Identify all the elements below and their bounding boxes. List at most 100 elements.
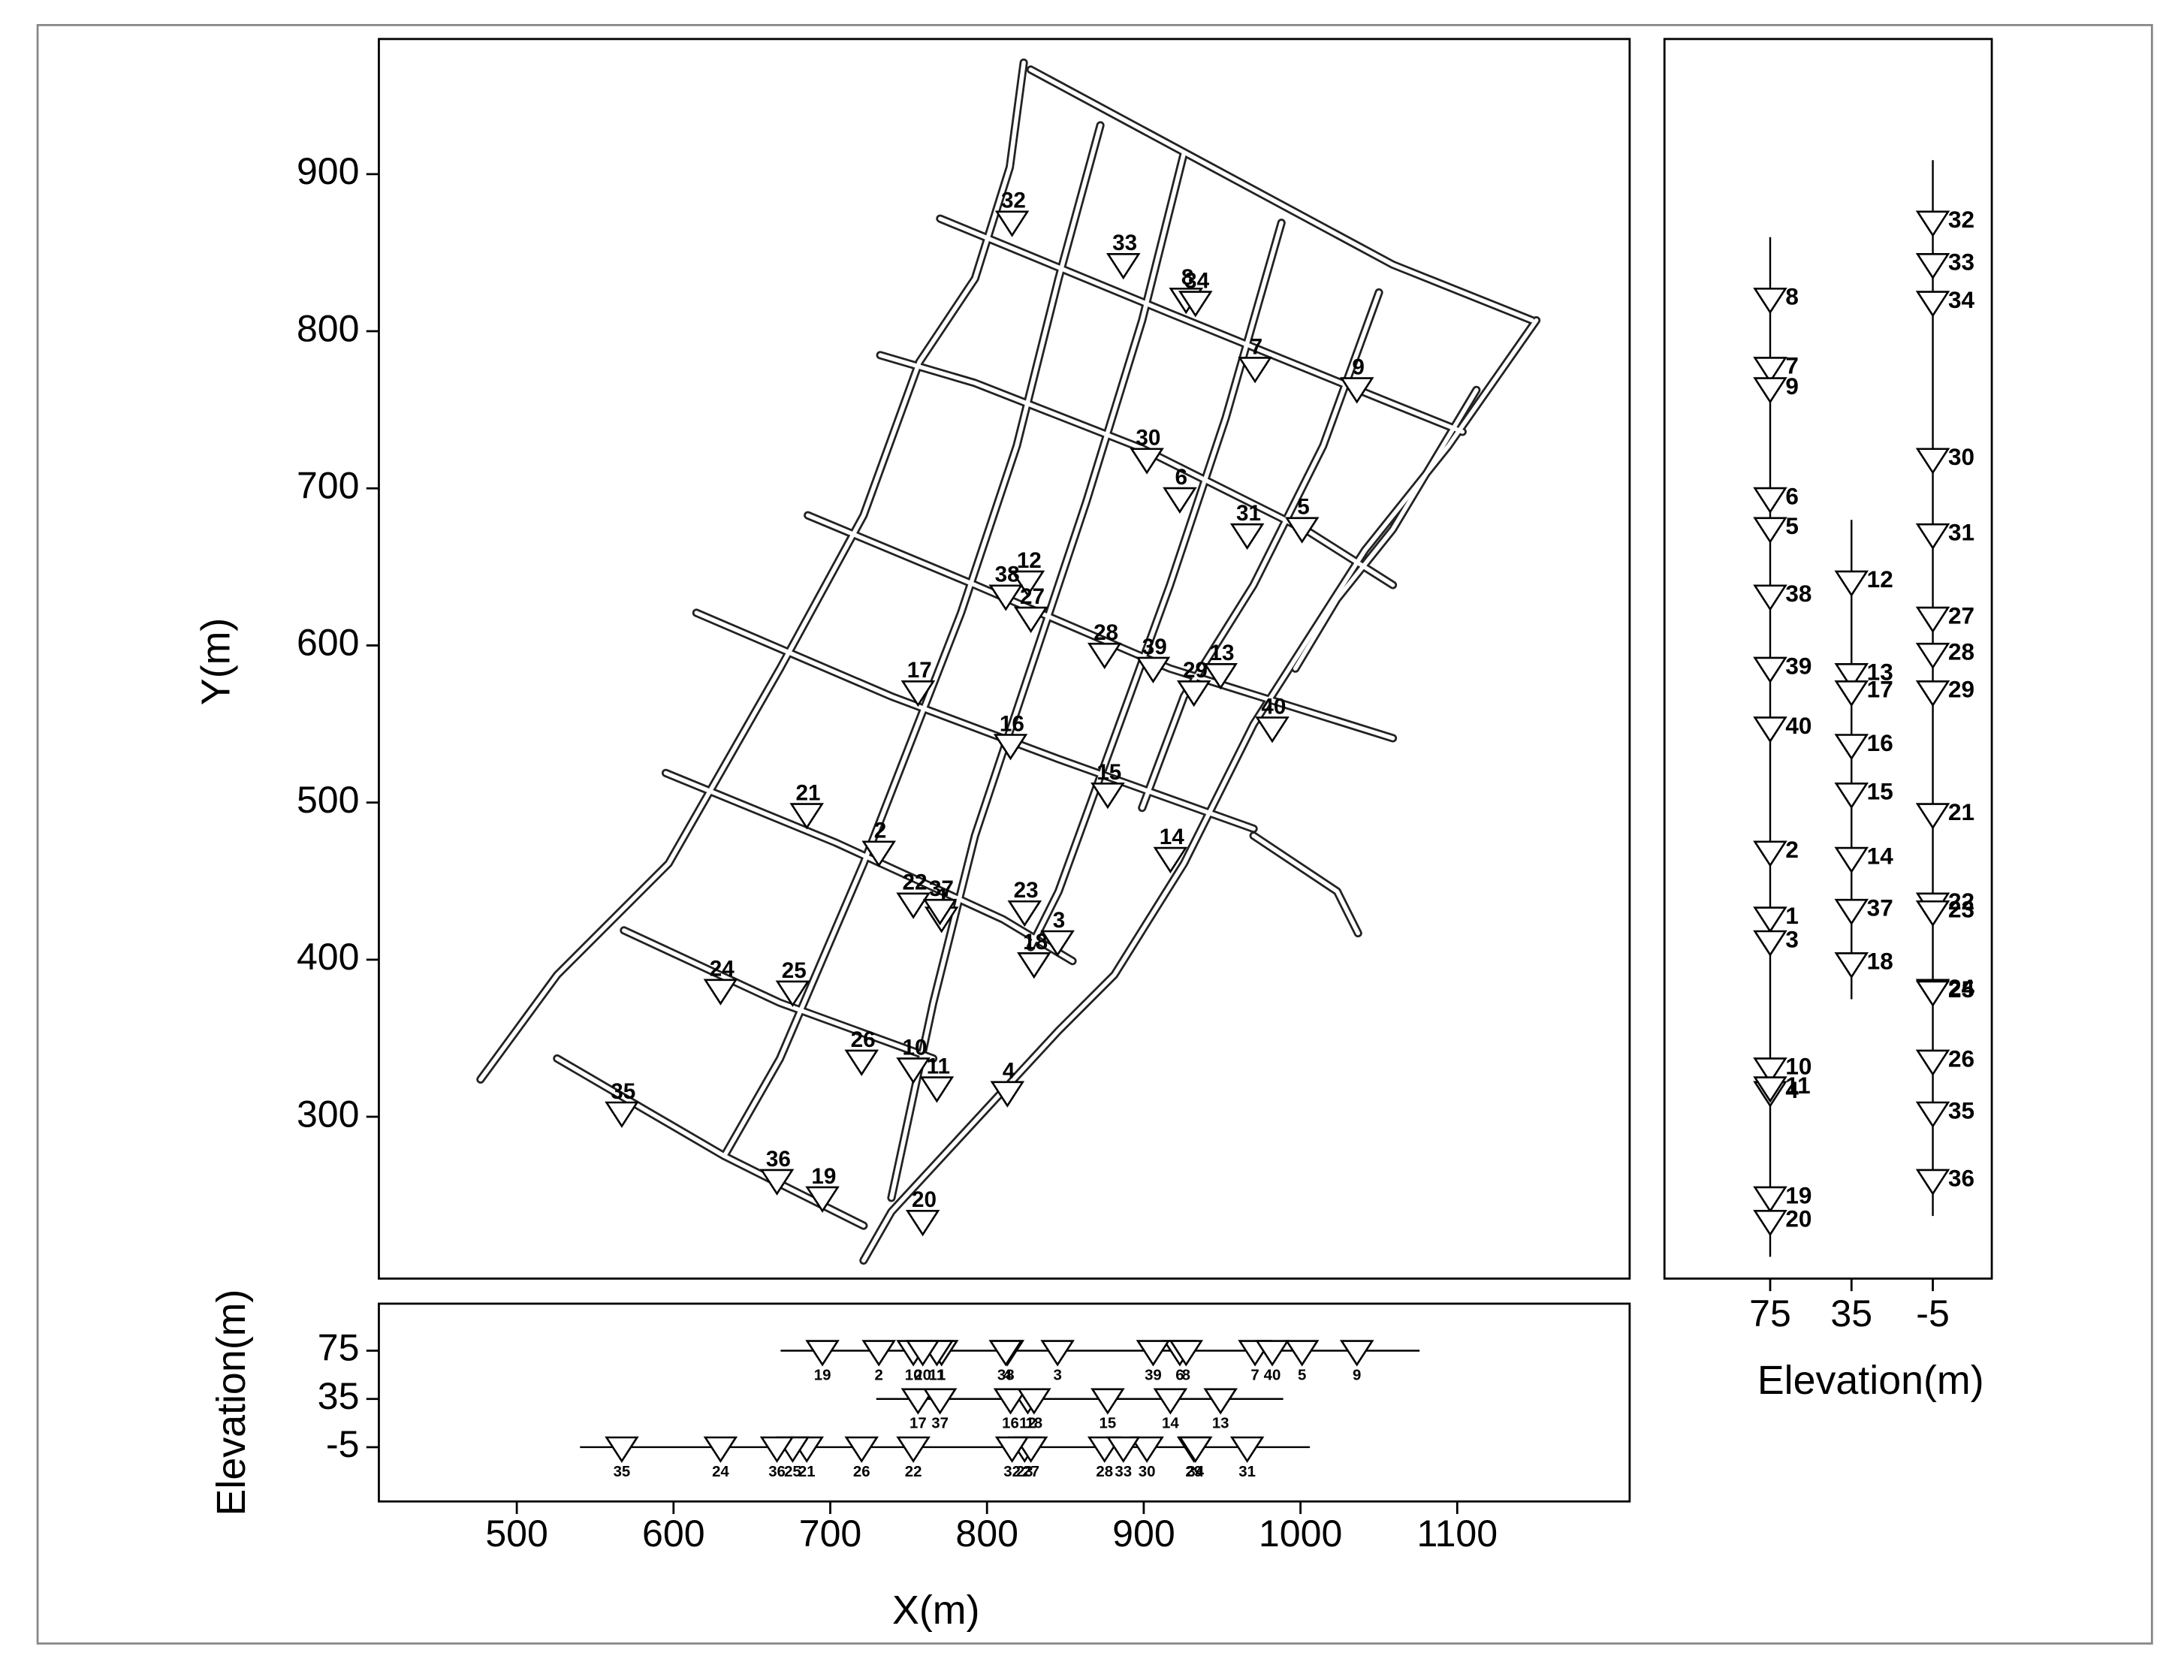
station-elevation-marker	[1753, 906, 1787, 934]
station-elevation-label: 22	[905, 1464, 922, 1480]
station-elevation-label: 8	[1182, 1367, 1190, 1383]
station-elevation-label: 8	[1785, 283, 1799, 310]
x-axis-title: X(m)	[892, 1588, 979, 1633]
y-axis-title: Y(m)	[193, 618, 238, 705]
station-label: 10	[902, 1035, 927, 1060]
station-elevation-label: 7	[1250, 1367, 1259, 1383]
station-marker	[1339, 377, 1374, 404]
station-elevation-label: 19	[814, 1367, 831, 1383]
station-marker	[896, 1057, 931, 1084]
z-tick-label: 35	[318, 1375, 360, 1417]
station-elevation-marker	[1834, 846, 1869, 874]
station-elevation-label: 29	[1185, 1464, 1202, 1480]
station-label: 21	[796, 780, 821, 805]
station-elevation-label: 13	[1212, 1416, 1229, 1432]
station-label: 15	[1097, 760, 1121, 785]
station-elevation-label: 27	[1948, 602, 1974, 629]
station-elevation-label: 26	[1948, 1045, 1974, 1072]
station-elevation-label: 1	[1785, 902, 1799, 929]
station-elevation-marker	[896, 1436, 931, 1463]
station-elevation-marker	[1753, 1210, 1787, 1237]
station-elevation-label: 37	[931, 1416, 949, 1432]
station-elevation-label: 38	[997, 1367, 1015, 1383]
station-label: 32	[1001, 189, 1026, 213]
station-elevation-marker	[1106, 1436, 1141, 1463]
station-elevation-label: 12	[1867, 566, 1893, 593]
station-label: 4	[1003, 1059, 1015, 1084]
station-marker	[1010, 570, 1045, 597]
station-marker	[759, 1169, 795, 1196]
station-elevation-marker	[994, 1436, 1030, 1463]
station-elevation-marker	[1255, 1340, 1290, 1367]
station-label: 6	[1175, 465, 1187, 490]
station-elevation-marker	[1753, 377, 1787, 404]
station-label: 29	[1183, 658, 1208, 683]
station-elevation-marker	[1090, 1388, 1125, 1415]
station-elevation-marker	[1753, 288, 1787, 315]
station-elevation-marker	[1834, 783, 1869, 810]
station-elevation-marker	[1753, 1186, 1787, 1213]
station-marker	[1106, 253, 1141, 280]
station-elevation-label: 16	[1867, 729, 1893, 756]
station-elevation-label: 23	[1016, 1464, 1033, 1480]
station-elevation-label: 3	[1053, 1367, 1061, 1383]
station-marker	[1153, 846, 1188, 874]
station-label: 20	[912, 1187, 937, 1212]
elevation-y-panel	[1663, 38, 1993, 1280]
station-label: 18	[1023, 930, 1048, 955]
station-elevation-marker	[759, 1436, 795, 1463]
station-label: 12	[1017, 548, 1042, 573]
station-marker	[605, 1101, 639, 1128]
station-elevation-label: 25	[784, 1464, 801, 1480]
station-marker	[1040, 930, 1075, 957]
station-elevation-label: 36	[768, 1464, 786, 1480]
station-label: 22	[902, 870, 927, 895]
station-elevation-label: 33	[1948, 249, 1974, 276]
station-label: 19	[811, 1164, 836, 1189]
station-elevation-marker	[1753, 656, 1787, 683]
station-marker	[1238, 357, 1272, 384]
z-tick-label: 75	[318, 1327, 360, 1369]
station-elevation-label: 21	[798, 1464, 816, 1480]
station-elevation-marker	[1136, 1340, 1171, 1367]
station-elevation-label: 18	[1867, 948, 1893, 975]
station-elevation-marker	[1915, 253, 1950, 280]
station-elevation-marker	[1284, 1340, 1320, 1367]
station-elevation-marker	[1915, 606, 1950, 633]
station-marker	[844, 1049, 879, 1076]
station-elevation-label: 4	[1003, 1367, 1012, 1383]
station-elevation-marker	[1040, 1340, 1075, 1367]
station-elevation-marker	[900, 1388, 936, 1415]
station-elevation-label: 14	[1162, 1416, 1179, 1432]
station-label: 28	[1094, 620, 1118, 645]
station-label: 7	[1250, 334, 1263, 359]
x-tick-label: 900	[1112, 1513, 1175, 1555]
station-elevation-label: 6	[1175, 1367, 1184, 1383]
x-tick-label: 800	[955, 1513, 1018, 1555]
station-elevation-marker	[1753, 1076, 1787, 1103]
station-label: 40	[1261, 694, 1286, 719]
station-label: 34	[1184, 268, 1209, 293]
station-elevation-label: 9	[1353, 1367, 1361, 1383]
station-elevation-label: 3	[1785, 925, 1799, 952]
station-elevation-label: 31	[1948, 518, 1974, 545]
station-elevation-marker	[1915, 980, 1950, 1007]
station-marker	[805, 1186, 840, 1213]
y-tick-label: 300	[297, 1093, 360, 1135]
station-elevation-label: 37	[1867, 894, 1893, 921]
station-elevation-marker	[922, 1388, 958, 1415]
station-elevation-label: 10	[905, 1367, 922, 1383]
y-tick-label: 500	[297, 779, 360, 821]
station-marker	[1255, 716, 1290, 743]
station-elevation-label: 28	[1096, 1464, 1113, 1480]
station-elevation-label: 11	[929, 1367, 946, 1383]
station-marker	[1229, 523, 1265, 550]
station-elevation-marker	[1915, 1049, 1950, 1076]
station-elevation-label: 24	[1948, 974, 1975, 1001]
station-elevation-marker	[1915, 680, 1950, 707]
station-marker	[1163, 487, 1197, 514]
station-label: 8	[1181, 265, 1193, 290]
station-marker	[900, 680, 936, 707]
station-elevation-marker	[905, 1340, 940, 1367]
station-marker	[861, 840, 896, 867]
